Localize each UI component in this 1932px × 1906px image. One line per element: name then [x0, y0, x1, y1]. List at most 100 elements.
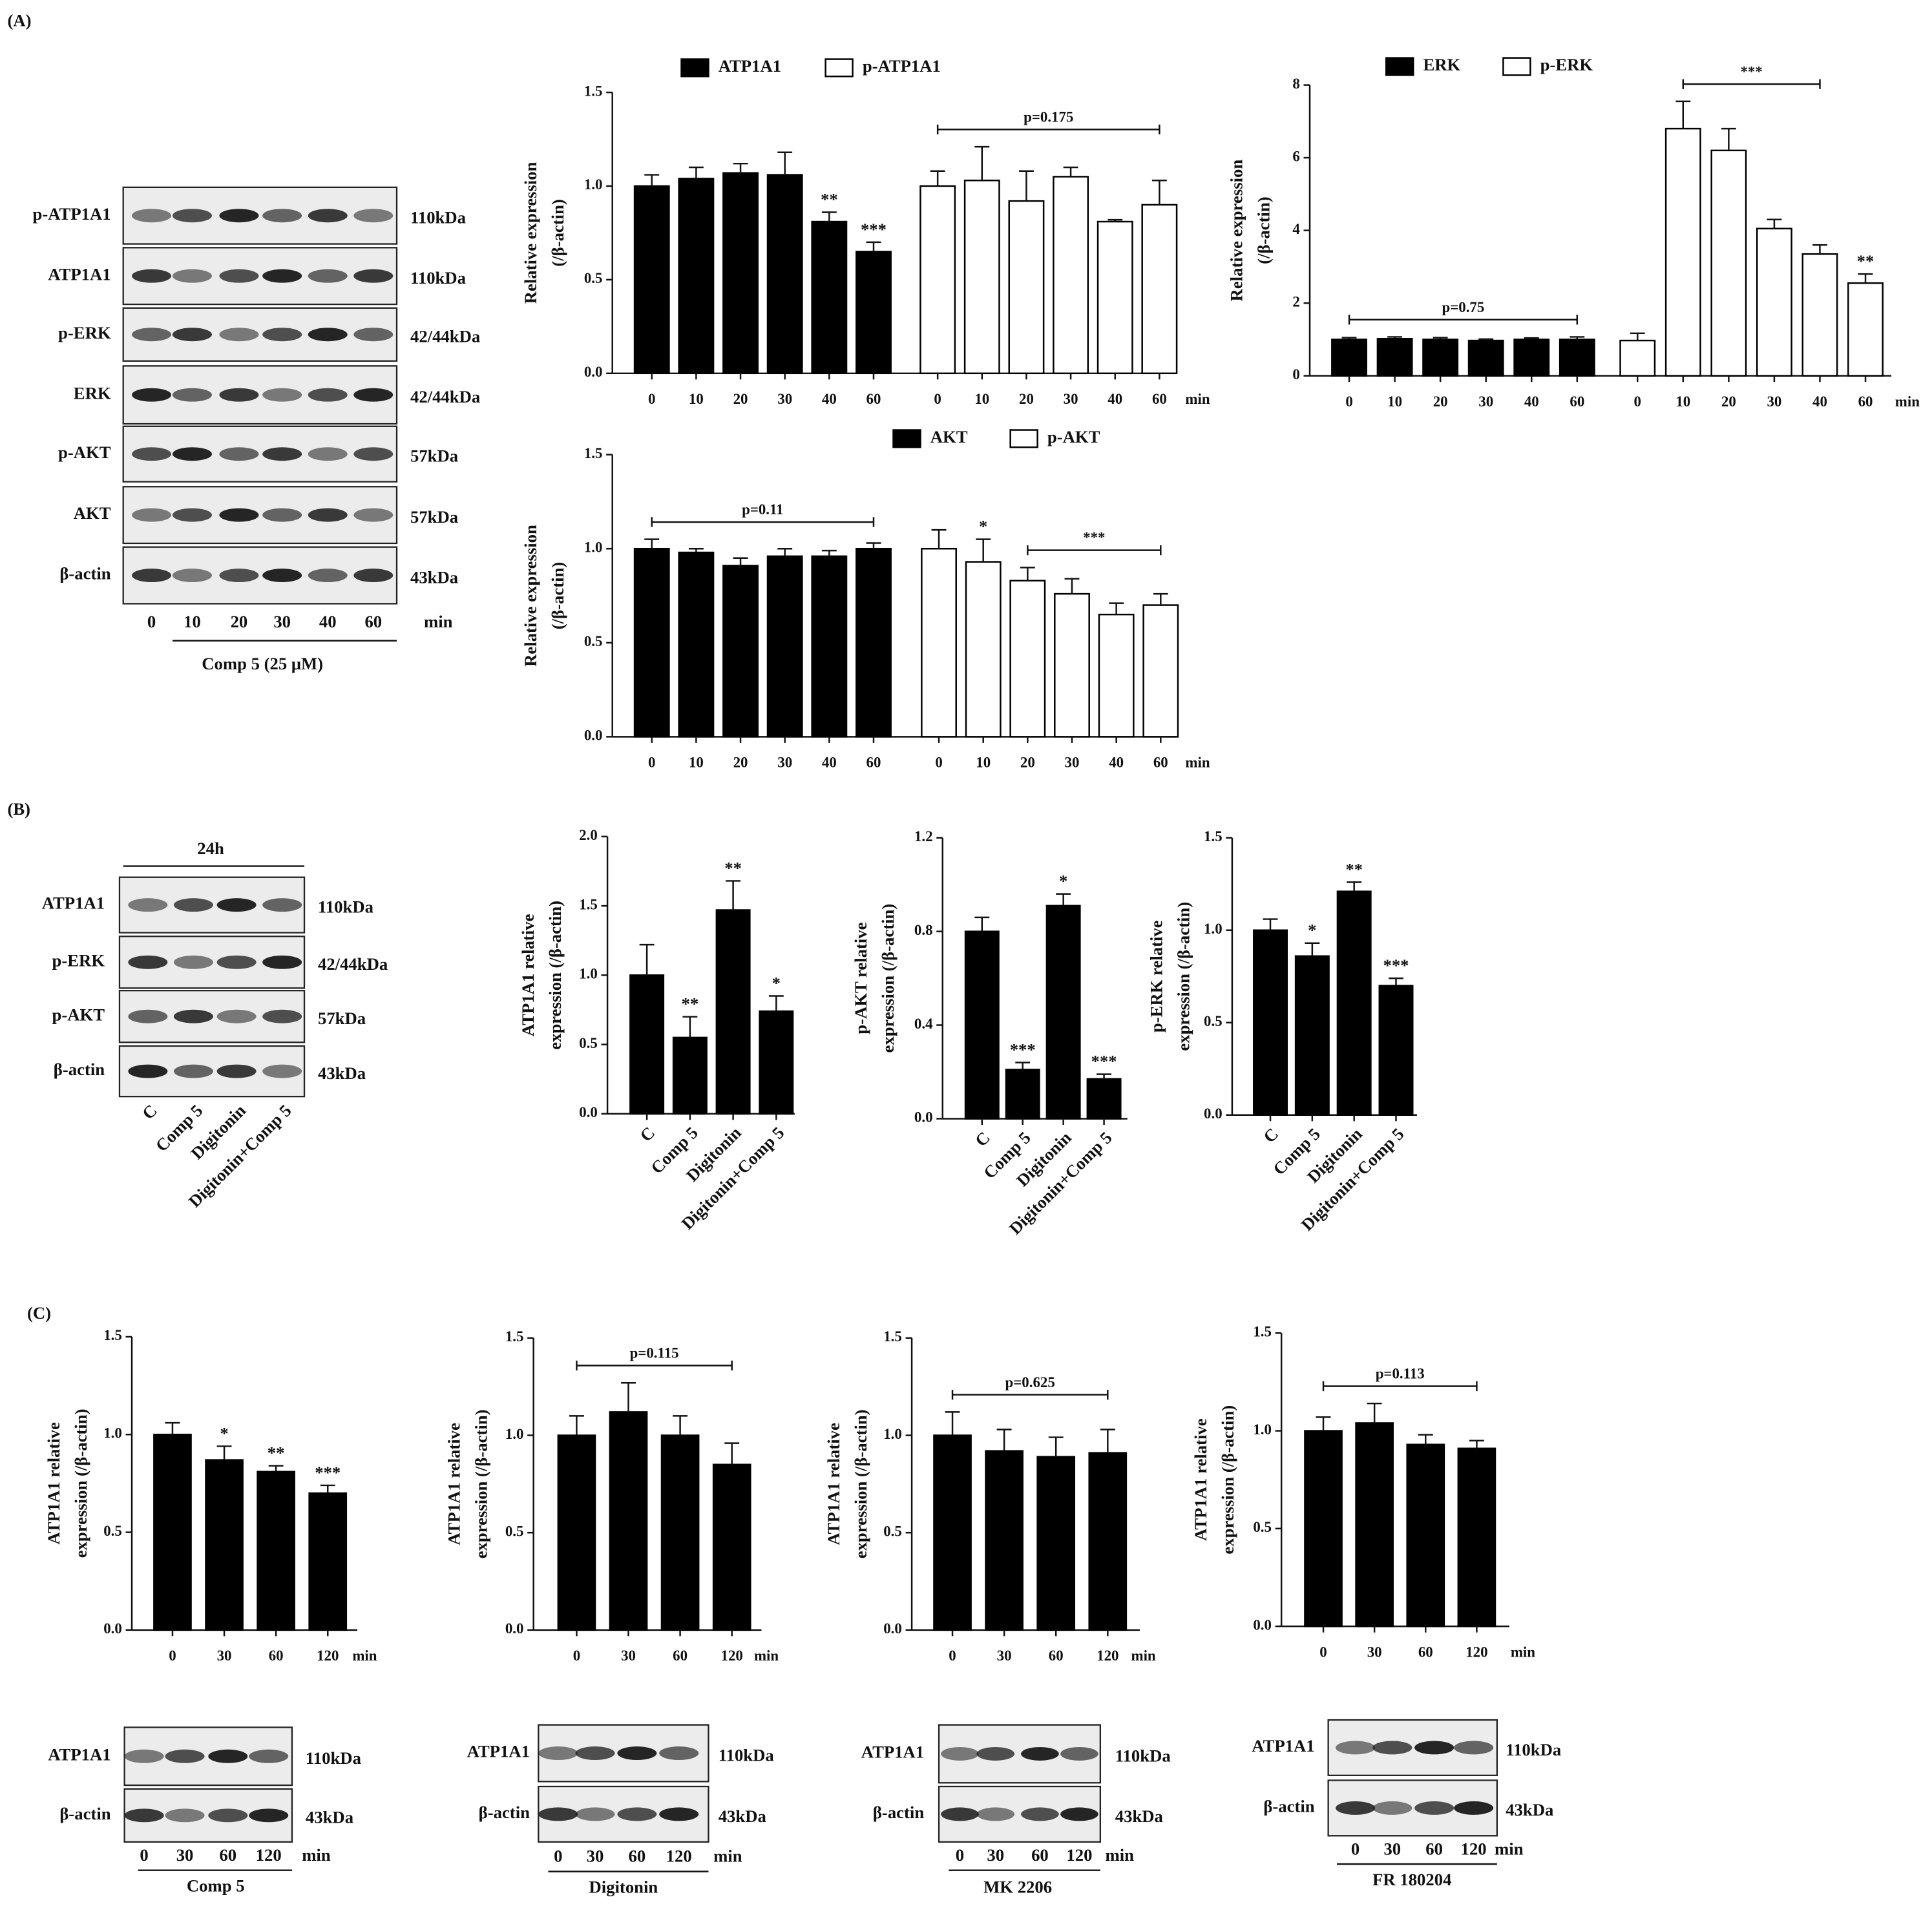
blot-band: [219, 569, 259, 583]
x-tick-label: 10: [689, 391, 704, 407]
x-tick-label: 60: [866, 391, 881, 407]
lane-unit: min: [1105, 1845, 1134, 1865]
blot-band: [132, 209, 172, 223]
bar: [1036, 1456, 1076, 1631]
blot-band: [173, 955, 213, 969]
blot-caption: Comp 5 (25 μM): [202, 654, 323, 673]
blot-band: [1372, 1801, 1412, 1815]
blot-band: [132, 388, 172, 402]
lane-label: 20: [231, 612, 248, 631]
y-axis-label: Relative expression: [521, 525, 540, 667]
x-tick-label: 0: [169, 1648, 176, 1664]
y-tick-label: 0.5: [1253, 1519, 1272, 1535]
y-tick-label: 0.5: [505, 1523, 524, 1539]
y-tick-label: 1.0: [579, 966, 598, 982]
blot-band: [124, 1808, 164, 1823]
blot-band: [262, 1064, 302, 1078]
blot-band: [353, 209, 394, 223]
bar: [205, 1459, 244, 1631]
blot-size-label: 110kDa: [306, 1748, 361, 1768]
x-tick-label: 20: [1019, 391, 1034, 407]
blot-size-label: 42/44kDa: [410, 387, 480, 406]
y-tick-label: 1.5: [579, 896, 598, 912]
blot-band: [249, 1749, 289, 1763]
blot-band: [575, 1807, 615, 1821]
blot-band: [1336, 1801, 1376, 1815]
y-axis-label: expression (/β-actin): [878, 904, 898, 1053]
blot-band: [128, 955, 168, 969]
blot-band: [353, 328, 394, 342]
bar: [766, 174, 803, 375]
blot-band: [132, 447, 172, 461]
blot-band: [308, 508, 348, 522]
bar: [633, 547, 670, 738]
y-tick-label: 1.5: [103, 1327, 122, 1343]
y-tick-label: 0.0: [1204, 1105, 1223, 1122]
lane-label: 60: [1031, 1845, 1049, 1865]
blot-band: [1454, 1741, 1494, 1755]
blot-band: [1454, 1801, 1494, 1815]
y-tick-label: 0.5: [584, 270, 603, 286]
y-tick-label: 0.0: [584, 364, 603, 380]
y-tick-label: 1.0: [883, 1426, 902, 1442]
bar: [153, 1434, 192, 1631]
blot-band: [262, 898, 302, 912]
significance-label: *: [220, 1423, 228, 1443]
blot-protein-label: β-actin: [479, 1803, 530, 1822]
blot-band: [172, 388, 212, 402]
x-tick-label: 20: [1721, 393, 1736, 410]
blot-band: [172, 508, 212, 522]
x-tick-label: 60: [1049, 1648, 1064, 1664]
blot-protein-label: AKT: [74, 503, 111, 523]
bracket-label: p=0.11: [742, 501, 784, 518]
significance-label: **: [821, 190, 838, 209]
y-axis-label: p-ERK relative: [1147, 920, 1166, 1032]
lane-label: 0: [1351, 1839, 1360, 1858]
blot-band: [353, 569, 394, 583]
blot-protein-label: p-AKT: [52, 1005, 105, 1024]
x-axis-label: min: [754, 1648, 779, 1664]
legend-label: AKT: [930, 427, 968, 446]
blot-caption: MK 2206: [983, 1877, 1052, 1896]
blot-protein-label: ATP1A1: [48, 1744, 110, 1764]
blot-band: [353, 447, 394, 461]
bar: [766, 555, 803, 738]
lane-label: 120: [1066, 1845, 1092, 1865]
blot-band: [262, 1009, 302, 1023]
y-tick-label: 0.8: [914, 922, 933, 938]
significance-label: ***: [315, 1463, 341, 1482]
blot-band: [132, 569, 172, 583]
y-axis-label: ATP1A1 relative: [824, 1423, 843, 1545]
y-tick-label: 1.5: [1204, 828, 1223, 844]
bar: [964, 930, 1000, 1120]
legend-swatch: [1502, 57, 1531, 76]
blot-band: [219, 269, 259, 283]
bar: [1376, 338, 1413, 377]
y-axis-label: expression (/β-actin): [1174, 902, 1193, 1051]
x-tick-label: 0: [1319, 1644, 1327, 1660]
bracket-label: p=0.113: [1376, 1366, 1425, 1382]
y-tick-label: 1.0: [584, 176, 603, 193]
x-tick-label: 20: [733, 755, 748, 771]
x-axis-label: min: [1131, 1648, 1156, 1664]
blot-band: [216, 1064, 257, 1078]
blot-band: [172, 447, 212, 461]
x-tick-label: 40: [1109, 755, 1124, 771]
lane-label: 0: [956, 1845, 964, 1865]
blot-band: [538, 1807, 578, 1821]
lane-label: 30: [273, 612, 291, 631]
bar: [629, 974, 665, 1115]
blot-header: 24h: [197, 839, 224, 858]
blot-protein-label: p-ERK: [52, 950, 105, 970]
y-axis-label: (/β-actin): [548, 562, 567, 629]
y-tick-label: 2: [1292, 293, 1299, 309]
x-tick-label: 40: [822, 755, 837, 771]
significance-label: **: [682, 994, 699, 1014]
blot-band: [132, 508, 172, 522]
x-tick-label: 60: [1570, 393, 1584, 410]
lane-unit: min: [1495, 1839, 1524, 1858]
blot-size-label: 57kDa: [410, 507, 458, 527]
blot-band: [172, 569, 212, 583]
x-tick-label: 10: [1675, 393, 1690, 410]
bar: [1467, 339, 1504, 377]
